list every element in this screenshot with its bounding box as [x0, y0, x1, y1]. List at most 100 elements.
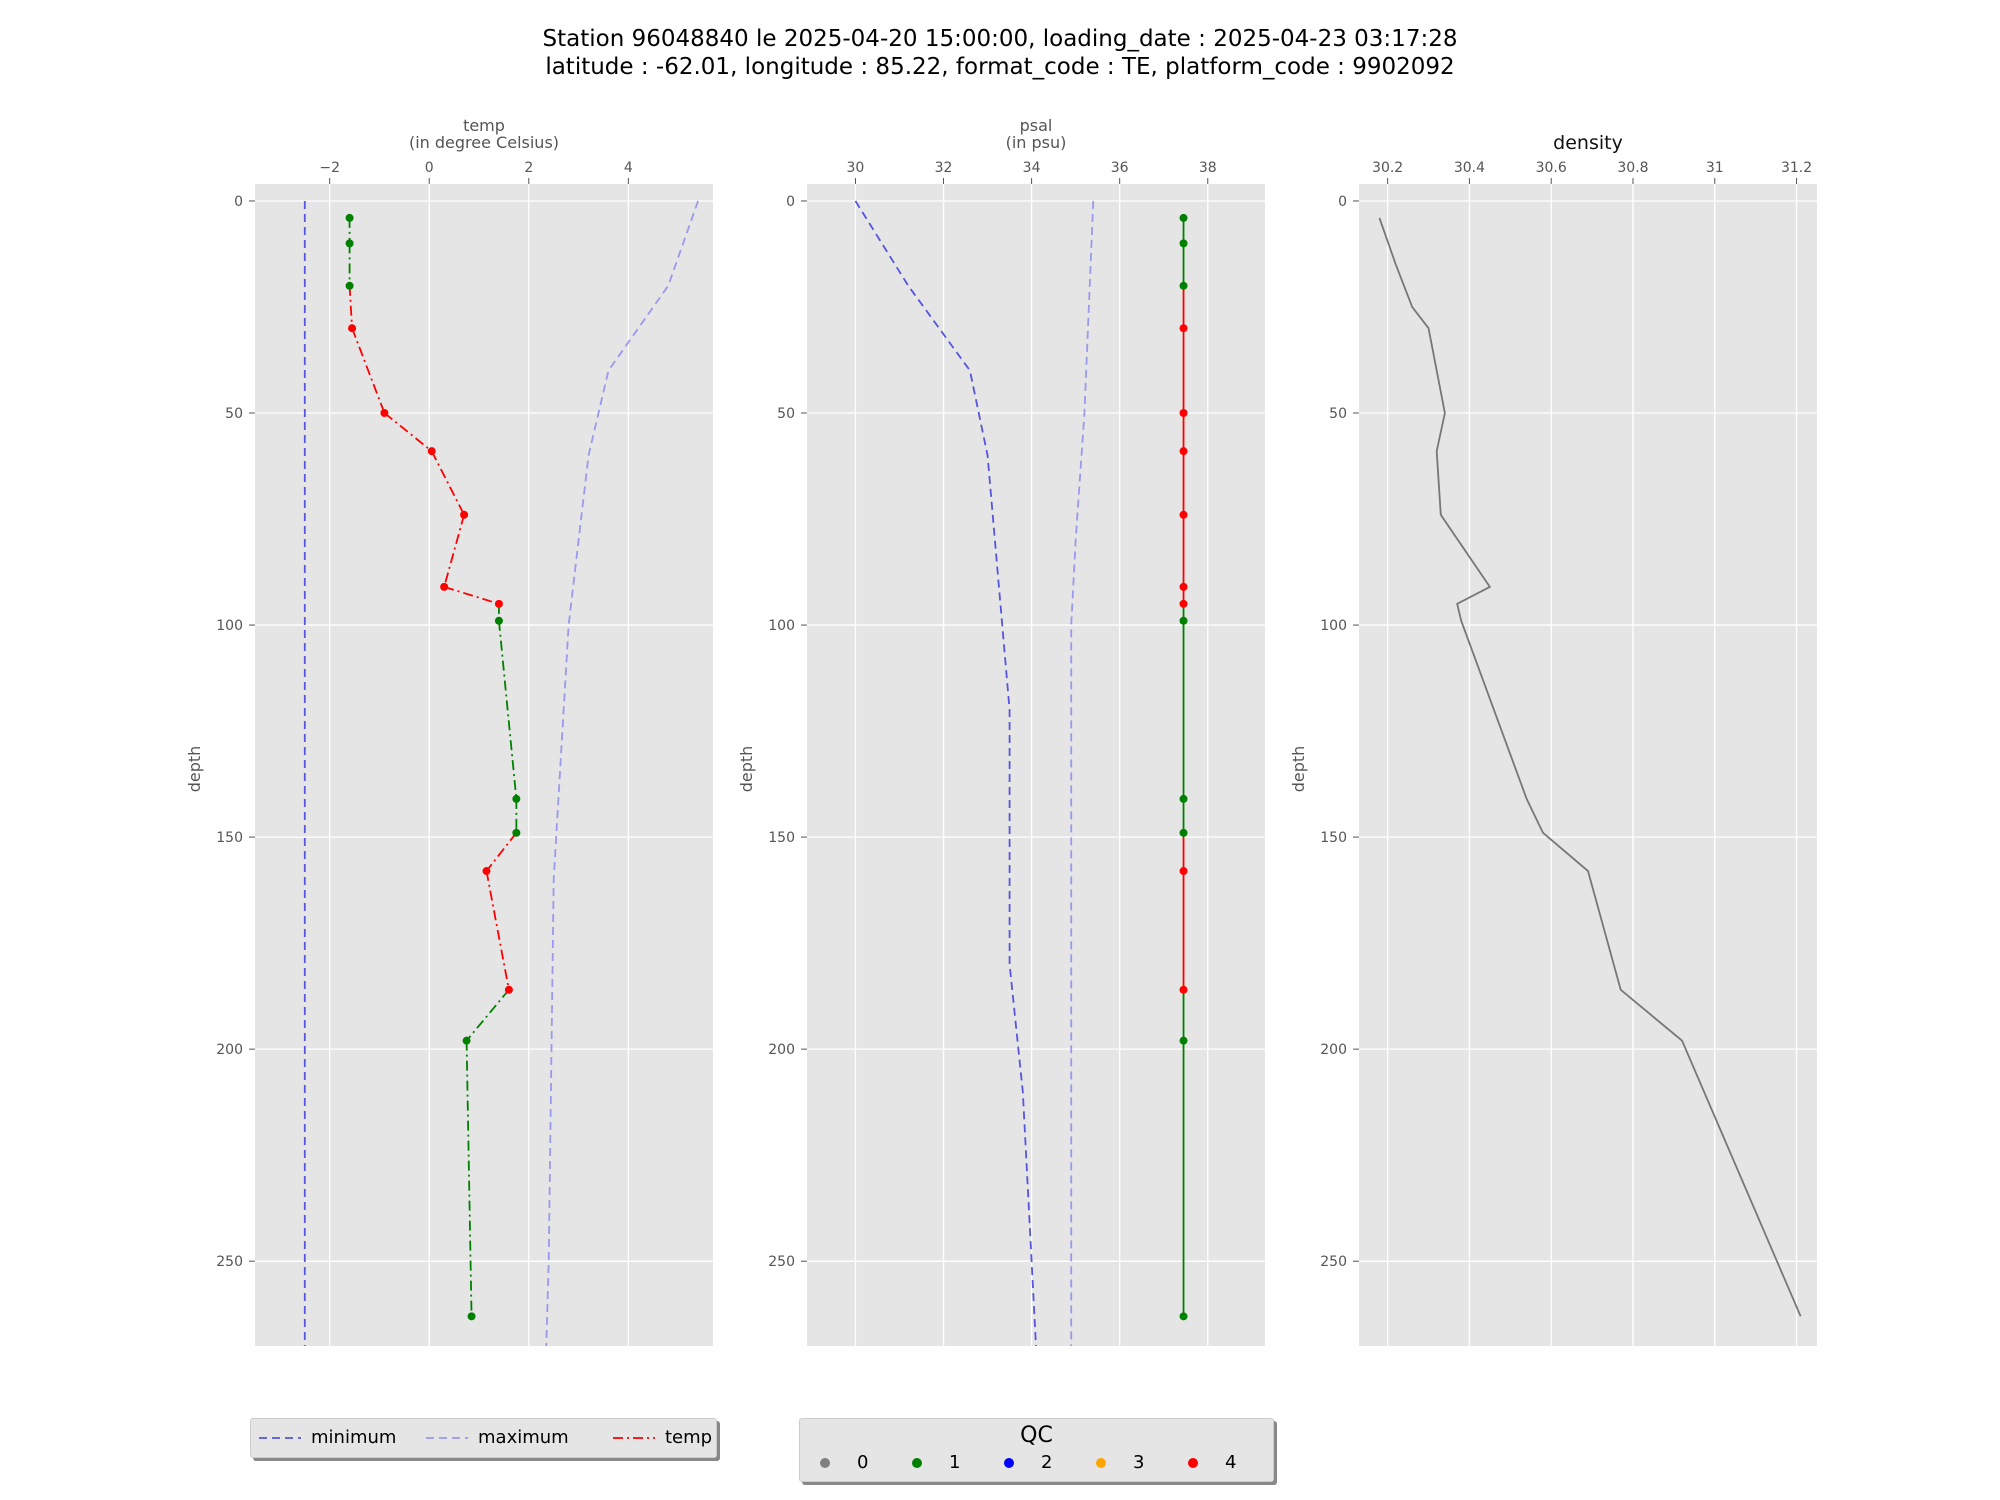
temp-y-tick-label: 0 — [234, 194, 243, 210]
temp-temp-point — [467, 1312, 476, 1321]
psal-psal-point — [1179, 616, 1188, 625]
temp-temp-point — [512, 828, 521, 837]
psal-y-tick-label: 0 — [786, 194, 795, 210]
psal-x-axis-label: (in psu) — [1006, 133, 1067, 152]
psal-y-tick-label: 150 — [768, 830, 795, 846]
density-panel: 30.2 30.4 30.6 30.8 31 31.2 0 50 100 150 200 250 den… — [1289, 132, 1817, 1346]
temp-temp-point — [345, 213, 354, 222]
temp-temp-segment — [348, 285, 353, 329]
temp-temp-segment — [485, 832, 518, 872]
psal-psal-point — [1179, 510, 1188, 519]
psal-psal-point — [1179, 281, 1188, 290]
temp-temp-point — [440, 582, 449, 591]
psal-psal-point — [1179, 828, 1188, 837]
qc-legend-markers — [820, 1458, 1198, 1468]
psal-psal-point — [1179, 409, 1188, 418]
psal-y-tick-label: 100 — [768, 618, 795, 634]
temp-panel: −2 0 2 4 0 50 100 150 200 250 temp(in degree Celsi… — [185, 116, 713, 1346]
temp-maximum-line — [545, 200, 699, 1346]
temp-temp-segment — [465, 989, 510, 1042]
series-legend-label: temp — [665, 1427, 713, 1448]
density-x-tick-label: 31.2 — [1781, 160, 1812, 176]
temp-y-tick-label: 250 — [216, 1254, 243, 1270]
temp-series-group — [303, 200, 699, 1346]
series-legend-label: minimum — [311, 1427, 397, 1448]
temp-temp-point — [494, 599, 503, 608]
psal-minimum-line — [854, 200, 1037, 1346]
qc-legend-swatch — [1096, 1458, 1106, 1468]
psal-psal-point — [1179, 324, 1188, 333]
psal-psal-point — [1179, 447, 1188, 456]
psal-x-tick-label: 38 — [1199, 160, 1217, 176]
psal-psal-point — [1179, 239, 1188, 248]
temp-x-axis-label: (in degree Celsius) — [409, 133, 559, 152]
qc-legend-label: 4 — [1225, 1452, 1237, 1473]
qc-legend-swatch — [912, 1458, 922, 1468]
temp-temp-segment — [485, 870, 510, 990]
qc-legend-label: 3 — [1133, 1452, 1145, 1473]
temp-temp-point — [462, 1036, 471, 1045]
temp-x-tick-label: 4 — [624, 160, 633, 176]
psal-series-group — [854, 200, 1188, 1346]
qc-legend-swatch — [1188, 1458, 1198, 1468]
qc-legend-swatch — [1004, 1458, 1014, 1468]
temp-y-tick-label: 50 — [225, 406, 243, 422]
temp-x-tick-label: −2 — [319, 160, 340, 176]
temp-temp-segment — [465, 1040, 473, 1317]
density-y-tick-label: 250 — [1320, 1254, 1347, 1270]
temp-temp-segment — [443, 514, 465, 588]
series-legend: minimum maximum temp — [250, 1418, 717, 1458]
density-y-tick-label: 100 — [1320, 618, 1347, 634]
figure-title-line2: latitude : -62.01, longitude : 85.22, fo… — [545, 54, 1455, 80]
temp-x-tick-label: 2 — [524, 160, 533, 176]
temp-x-tick-label: 0 — [425, 160, 434, 176]
temp-temp-point — [512, 794, 521, 803]
density-x-tick-label: 30.2 — [1372, 160, 1403, 176]
psal-psal-point — [1179, 213, 1188, 222]
density-x-tick-label: 30.8 — [1617, 160, 1648, 176]
psal-psal-point — [1179, 582, 1188, 591]
temp-temp-point — [482, 867, 491, 876]
temp-temp-segment — [351, 327, 386, 414]
temp-temp-segment — [443, 586, 500, 605]
qc-legend: QC 0 1 2 3 4 — [799, 1418, 1274, 1482]
temp-temp-point — [504, 985, 513, 994]
density-y-axis-label: depth — [1289, 746, 1308, 793]
psal-psal-point — [1179, 794, 1188, 803]
psal-y-tick-label: 250 — [768, 1254, 795, 1270]
density-panel-title: density — [1553, 132, 1623, 154]
qc-legend-label: 0 — [857, 1452, 869, 1473]
temp-y-tick-label: 150 — [216, 830, 243, 846]
temp-temp-segment — [498, 620, 518, 800]
series-legend-label: maximum — [478, 1427, 569, 1448]
temp-y-axis-label: depth — [185, 746, 204, 793]
psal-panel: 30 32 34 36 38 0 50 100 150 200 250 psal(in psu) dep… — [737, 116, 1265, 1346]
psal-y-axis-label: depth — [737, 746, 756, 793]
temp-temp-point — [345, 281, 354, 290]
density-density-line — [1378, 217, 1802, 1317]
psal-y-tick-label: 50 — [777, 406, 795, 422]
qc-legend-label: 1 — [949, 1452, 961, 1473]
psal-x-tick-label: 30 — [847, 160, 865, 176]
psal-psal-point — [1179, 1312, 1188, 1321]
density-y-tick-label: 150 — [1320, 830, 1347, 846]
temp-temp-point — [345, 239, 354, 248]
psal-maximum-line — [1070, 200, 1095, 1346]
psal-psal-point — [1179, 985, 1188, 994]
qc-legend-label: 2 — [1041, 1452, 1053, 1473]
density-plot-area — [1359, 184, 1817, 1346]
density-y-tick-label: 200 — [1320, 1042, 1347, 1058]
temp-temp-point — [494, 616, 503, 625]
temp-temp-point — [348, 324, 357, 333]
psal-psal-point — [1179, 599, 1188, 608]
qc-legend-swatch — [820, 1458, 830, 1468]
density-x-tick-label: 31 — [1706, 160, 1724, 176]
psal-psal-point — [1179, 1036, 1188, 1045]
temp-temp-point — [460, 510, 469, 519]
density-series-group — [1378, 217, 1802, 1317]
temp-plot-area — [255, 184, 713, 1346]
qc-legend-title: QC — [1020, 1423, 1053, 1448]
temp-x-axis-label: temp — [463, 116, 505, 135]
temp-temp-point — [380, 409, 389, 418]
psal-x-axis-label: psal — [1020, 116, 1053, 135]
